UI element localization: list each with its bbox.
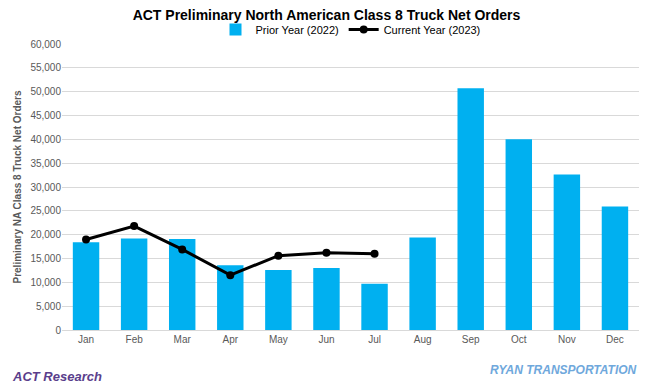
svg-text:Feb: Feb	[126, 334, 144, 345]
svg-text:Aug: Aug	[414, 334, 432, 345]
svg-text:Jun: Jun	[318, 334, 334, 345]
svg-text:Oct: Oct	[511, 334, 527, 345]
svg-text:Dec: Dec	[606, 334, 624, 345]
svg-text:15,000: 15,000	[30, 253, 61, 264]
svg-text:RYAN TRANSPORTATION: RYAN TRANSPORTATION	[490, 363, 637, 377]
svg-text:55,000: 55,000	[30, 62, 61, 73]
svg-text:30,000: 30,000	[30, 182, 61, 193]
svg-text:Prior Year (2022): Prior Year (2022)	[256, 24, 339, 36]
svg-text:May: May	[269, 334, 288, 345]
svg-text:0: 0	[55, 325, 61, 336]
svg-text:Apr: Apr	[223, 334, 239, 345]
svg-text:ACT Preliminary North American: ACT Preliminary North American Class 8 T…	[133, 7, 521, 23]
svg-text:50,000: 50,000	[30, 86, 61, 97]
svg-text:40,000: 40,000	[30, 134, 61, 145]
svg-text:10,000: 10,000	[30, 277, 61, 288]
svg-text:45,000: 45,000	[30, 110, 61, 121]
svg-text:Jan: Jan	[78, 334, 94, 345]
svg-text:60,000: 60,000	[30, 39, 61, 50]
svg-text:20,000: 20,000	[30, 229, 61, 240]
svg-text:Mar: Mar	[174, 334, 192, 345]
svg-text:5,000: 5,000	[36, 301, 61, 312]
svg-text:ACT Research: ACT Research	[12, 369, 102, 384]
svg-text:35,000: 35,000	[30, 158, 61, 169]
svg-text:Preliminary NA Class 8 Truck N: Preliminary NA Class 8 Truck Net Orders	[12, 90, 23, 283]
svg-text:25,000: 25,000	[30, 205, 61, 216]
svg-text:Sep: Sep	[462, 334, 480, 345]
svg-text:Jul: Jul	[368, 334, 381, 345]
svg-text:Nov: Nov	[558, 334, 576, 345]
svg-text:Current Year (2023): Current Year (2023)	[384, 24, 481, 36]
